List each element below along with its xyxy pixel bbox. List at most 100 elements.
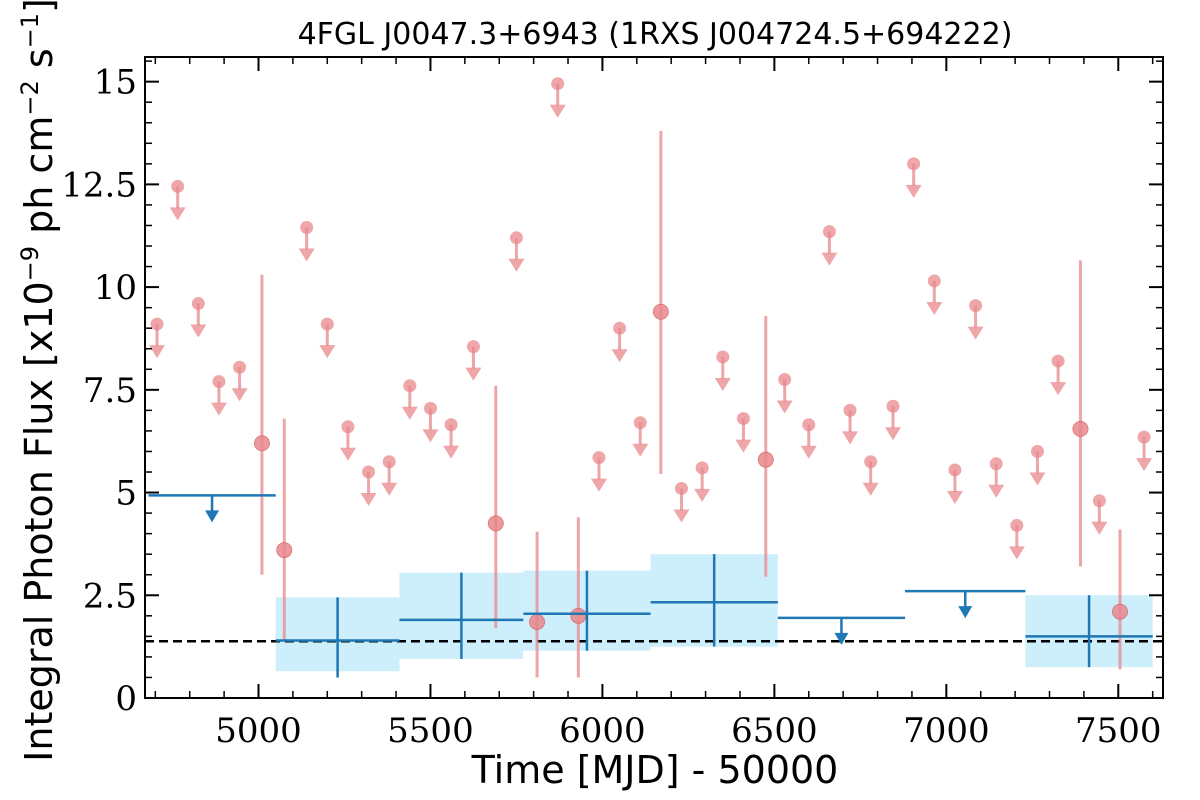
y-tick-label-1: 2.5	[83, 576, 137, 616]
short-ul-arrow-24	[800, 445, 817, 459]
short-ul-point-29	[907, 157, 921, 171]
short-ul-point-0	[150, 317, 164, 331]
short-ul-point-4	[233, 360, 247, 374]
short-ul-arrow-10	[401, 406, 418, 420]
short-ul-arrow-14	[508, 258, 525, 272]
short-det-point-4	[570, 607, 587, 624]
x-tick-label-1: 5500	[387, 711, 474, 751]
short-ul-point-31	[948, 463, 962, 477]
short-ul-arrow-15	[549, 104, 566, 118]
short-ul-point-6	[320, 317, 334, 331]
axis-ticks: 5000 5500 6000 6500 7000 7500 0 2.5 5 7.5 10 12.5 15	[61, 57, 1163, 751]
short-ul-point-13	[466, 340, 480, 354]
short-ul-arrow-33	[988, 484, 1005, 498]
y-tick-label-0: 0	[115, 679, 137, 719]
x-tick-label-5: 7500	[1075, 711, 1162, 751]
short-bin-series	[149, 77, 1153, 678]
y-axis-title-exp: −9	[16, 246, 44, 281]
short-ul-arrow-6	[319, 345, 336, 359]
short-det-point-8	[1112, 603, 1129, 620]
y-axis-title-units: ph cm	[17, 116, 61, 246]
short-ul-point-33	[989, 457, 1003, 471]
x-tick-label-3: 6500	[731, 711, 818, 751]
short-ul-point-20	[695, 461, 709, 475]
short-ul-point-11	[423, 401, 437, 415]
short-ul-point-16	[592, 451, 606, 465]
short-ul-arrow-7	[339, 447, 356, 461]
short-ul-point-14	[509, 231, 523, 245]
short-ul-point-9	[382, 455, 396, 469]
short-ul-point-1	[171, 179, 185, 193]
y-axis-title: Integral Photon Flux [x10−9 ph cm−2 s−1]	[16, 0, 61, 762]
short-ul-arrow-20	[694, 488, 711, 502]
short-ul-point-2	[191, 297, 205, 311]
short-ul-point-8	[362, 465, 376, 479]
short-ul-arrow-18	[632, 443, 649, 457]
short-ul-arrow-1	[169, 207, 186, 221]
short-ul-arrow-37	[1091, 521, 1108, 535]
short-ul-point-21	[716, 350, 730, 364]
plot-border	[144, 56, 1164, 699]
y-axis-title-close: ]	[17, 0, 61, 13]
short-ul-arrow-23	[776, 400, 793, 414]
short-det-point-3	[529, 613, 546, 630]
y-axis-title-tail: s	[17, 48, 61, 80]
x-tick-label-2: 6000	[559, 711, 646, 751]
short-det-point-7	[1072, 420, 1089, 437]
short-ul-arrow-13	[465, 367, 482, 381]
short-ul-arrow-36	[1050, 382, 1067, 396]
short-ul-arrow-5	[298, 248, 315, 262]
short-ul-arrow-16	[590, 478, 607, 492]
short-ul-point-23	[778, 373, 792, 387]
short-det-point-6	[757, 451, 774, 468]
short-ul-arrow-19	[673, 509, 690, 523]
long-ul-arrow-1	[834, 632, 849, 645]
short-ul-point-24	[802, 418, 816, 432]
plot-frame	[144, 56, 1164, 699]
short-ul-point-17	[613, 321, 627, 335]
short-ul-point-28	[886, 399, 900, 413]
short-ul-point-37	[1092, 494, 1106, 508]
short-ul-arrow-34	[1008, 546, 1025, 560]
short-ul-point-10	[403, 379, 417, 393]
y-axis-title-tail-exp: −1	[16, 13, 44, 48]
y-tick-label-2: 5	[115, 474, 137, 514]
short-ul-point-30	[927, 274, 941, 288]
x-axis-title: Time [MJD] - 50000	[471, 748, 839, 792]
short-ul-point-19	[675, 481, 689, 495]
short-ul-point-38	[1137, 430, 1151, 444]
short-ul-arrow-0	[149, 345, 166, 359]
short-ul-arrow-28	[885, 427, 902, 441]
short-det-point-5	[652, 303, 669, 320]
y-tick-label-5: 12.5	[61, 165, 137, 205]
short-ul-point-7	[341, 420, 355, 434]
x-tick-label-0: 5000	[215, 711, 302, 751]
y-axis-title-main: Integral Photon Flux [x10	[17, 281, 61, 762]
short-ul-point-26	[843, 403, 857, 417]
short-det-point-0	[253, 435, 270, 452]
x-tick-label-4: 7000	[903, 711, 990, 751]
chart-title: 4FGL J0047.3+6943 (1RXS J004724.5+694222…	[298, 17, 1013, 52]
short-ul-arrow-21	[714, 377, 731, 391]
short-ul-arrow-11	[422, 429, 439, 443]
short-ul-point-12	[444, 418, 458, 432]
short-ul-arrow-12	[443, 445, 460, 459]
short-ul-point-34	[1010, 518, 1024, 532]
short-det-point-1	[276, 542, 293, 559]
y-tick-label-6: 15	[94, 63, 137, 103]
short-ul-point-27	[864, 455, 878, 469]
short-ul-point-3	[212, 375, 226, 389]
short-ul-point-35	[1030, 444, 1044, 458]
short-ul-point-18	[633, 416, 647, 430]
short-det-point-2	[487, 515, 504, 532]
short-ul-arrow-38	[1136, 458, 1153, 472]
long-bin-series	[148, 494, 1153, 678]
short-ul-arrow-9	[381, 482, 398, 496]
short-ul-point-5	[300, 221, 314, 235]
short-ul-arrow-32	[967, 326, 984, 340]
short-ul-arrow-30	[926, 301, 943, 315]
short-ul-arrow-3	[210, 402, 227, 416]
short-ul-point-32	[969, 299, 983, 313]
